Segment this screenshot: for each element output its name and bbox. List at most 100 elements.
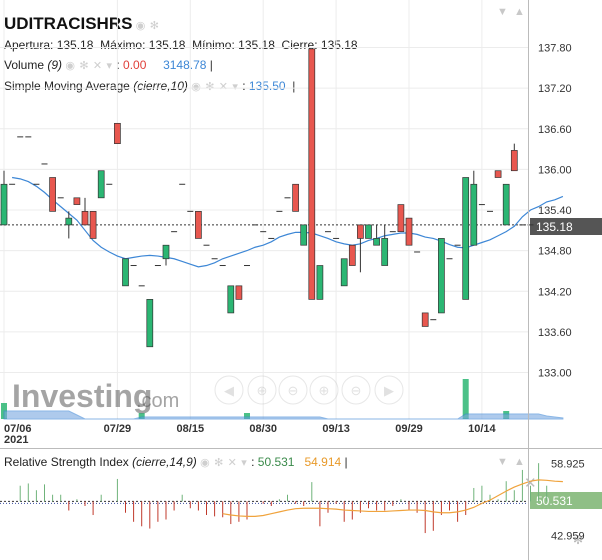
candle bbox=[81, 197, 89, 226]
eye-icon[interactable]: ◉ bbox=[200, 457, 211, 469]
scroll-left-button[interactable]: ◀ bbox=[214, 375, 244, 405]
candle-body bbox=[162, 244, 170, 260]
rsi-param: (cierre,14,9) bbox=[132, 455, 197, 469]
candle-body bbox=[300, 224, 308, 246]
close-icon[interactable]: ✕ bbox=[218, 81, 229, 93]
candle-body bbox=[292, 183, 299, 212]
scroll-right-button[interactable]: ▶ bbox=[374, 375, 404, 405]
maximize-icon[interactable]: ▲ bbox=[514, 456, 525, 468]
candle-body bbox=[227, 285, 235, 314]
candle bbox=[397, 204, 405, 233]
maximize-icon[interactable]: ▲ bbox=[514, 6, 525, 18]
candle-body bbox=[365, 224, 372, 239]
gear-icon[interactable]: ✻ bbox=[79, 60, 90, 72]
nav-button-ring bbox=[214, 375, 244, 405]
eye-icon[interactable]: ◉ bbox=[65, 60, 76, 72]
rsi-signal-value: 54.914 bbox=[304, 455, 342, 469]
y-tick-label: 137.20 bbox=[538, 83, 572, 95]
candle bbox=[357, 224, 364, 273]
x-tick-label: 10/14 bbox=[468, 423, 496, 435]
candle-body bbox=[421, 312, 429, 327]
rsi-y-tick-label: 58.925 bbox=[551, 459, 585, 471]
volume-legend: Volume (9) ◉ ✻ ✕ ▾ : 0.00 3148.78 | bbox=[4, 58, 213, 72]
rsi-legend: Relative Strength Index (cierre,14,9) ◉ … bbox=[4, 455, 348, 469]
volume-ma-value: 3148.78 bbox=[163, 58, 207, 72]
candle bbox=[235, 285, 243, 300]
eye-icon[interactable]: ◉ bbox=[135, 20, 147, 32]
watermark-brand: Investing bbox=[12, 378, 152, 414]
candle bbox=[348, 244, 356, 266]
candle bbox=[462, 177, 470, 300]
candle bbox=[365, 224, 372, 239]
candle bbox=[510, 143, 518, 172]
chevron-down-icon[interactable]: ▼ bbox=[497, 6, 508, 18]
zoom-out-y-button[interactable]: ⊖ bbox=[341, 375, 371, 405]
chevron-down-icon[interactable]: ▼ bbox=[497, 456, 508, 468]
rsi-label: Relative Strength Index bbox=[4, 455, 129, 469]
nav-button-glyph: ▶ bbox=[384, 383, 394, 398]
volume-value: 0.00 bbox=[123, 58, 147, 72]
candle-body bbox=[405, 217, 413, 246]
settings-icon[interactable]: ✻ bbox=[573, 533, 584, 547]
candle-body bbox=[502, 183, 510, 226]
candle-body bbox=[340, 258, 348, 287]
nav-button-glyph: ⊖ bbox=[351, 383, 362, 398]
candle-body bbox=[348, 244, 356, 266]
candle bbox=[405, 217, 413, 246]
gear-icon[interactable]: ✻ bbox=[149, 20, 160, 32]
rsi-value: 50.531 bbox=[257, 455, 295, 469]
close-icon[interactable]: ✕ bbox=[227, 457, 238, 469]
x-tick-year: 2021 bbox=[4, 434, 28, 446]
candle-body bbox=[122, 258, 129, 287]
chevron-down-icon[interactable]: ▾ bbox=[232, 81, 239, 93]
chevron-down-icon[interactable]: ▾ bbox=[241, 457, 248, 469]
candle-body bbox=[494, 170, 502, 178]
candle-body bbox=[462, 177, 470, 300]
y-tick-label: 136.60 bbox=[538, 124, 572, 136]
x-tick-label: 09/13 bbox=[322, 423, 350, 435]
x-tick-label: 08/30 bbox=[249, 423, 277, 435]
candle-body bbox=[438, 238, 445, 314]
volume-bar bbox=[138, 413, 145, 419]
candle bbox=[97, 170, 105, 199]
candle-body bbox=[316, 265, 324, 300]
candle bbox=[162, 244, 170, 266]
close-icon[interactable]: ✕ bbox=[524, 475, 537, 492]
low-value: 135.18 bbox=[238, 38, 275, 52]
gear-icon[interactable]: ✻ bbox=[205, 81, 216, 93]
candle bbox=[373, 224, 380, 246]
eye-icon[interactable]: ◉ bbox=[191, 81, 202, 93]
zoom-out-button[interactable]: ⊖ bbox=[278, 375, 308, 405]
sma-line bbox=[12, 176, 564, 268]
watermark-suffix: .com bbox=[136, 390, 179, 412]
x-tick-label: 09/29 bbox=[395, 423, 423, 435]
candle bbox=[73, 197, 81, 205]
zoom-in-y-button[interactable]: ⊕ bbox=[309, 375, 339, 405]
candle bbox=[122, 258, 129, 287]
candle-body bbox=[470, 183, 478, 246]
candle-body bbox=[65, 217, 73, 226]
candle bbox=[502, 183, 510, 226]
candle bbox=[65, 211, 73, 239]
rsi-y-tick-label: 42.959 bbox=[551, 531, 585, 543]
zoom-in-button[interactable]: ⊕ bbox=[247, 375, 277, 405]
ohlc-legend: Apertura: 135.18 Máximo: 135.18 Mínimo: … bbox=[4, 38, 358, 52]
candle bbox=[300, 224, 308, 246]
candle bbox=[308, 48, 316, 300]
candle bbox=[227, 285, 235, 314]
candle-body bbox=[381, 238, 389, 266]
candle-body bbox=[235, 285, 243, 300]
candle bbox=[470, 170, 478, 246]
candle bbox=[0, 170, 8, 226]
chevron-down-icon[interactable]: ▾ bbox=[106, 60, 113, 72]
candle bbox=[89, 211, 97, 239]
y-tick-label: 133.00 bbox=[538, 368, 572, 380]
sma-legend: Simple Moving Average (cierre,10) ◉ ✻ ✕ … bbox=[4, 79, 296, 93]
x-tick-label: 07/06 bbox=[4, 423, 32, 435]
low-label: Mínimo: bbox=[192, 38, 235, 52]
close-icon[interactable]: ✕ bbox=[92, 60, 104, 72]
rsi-signal-line bbox=[222, 479, 563, 517]
x-tick-label: 07/29 bbox=[104, 423, 132, 435]
gear-icon[interactable]: ✻ bbox=[214, 457, 225, 469]
